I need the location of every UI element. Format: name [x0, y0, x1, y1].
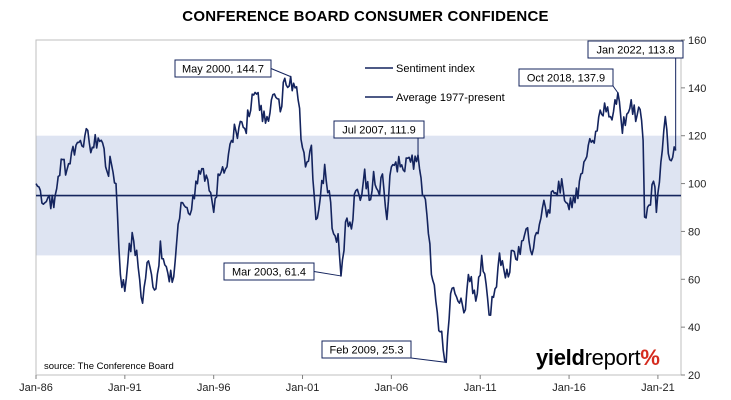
annotation-label: Feb 2009, 25.3	[329, 345, 403, 357]
annotation-label: Mar 2003, 61.4	[232, 267, 306, 279]
x-tick-label: Jan-06	[375, 382, 409, 394]
x-tick-label: Jan-91	[108, 382, 142, 394]
x-tick-label: Jan-11	[464, 382, 497, 394]
y-tick-label: 80	[688, 226, 700, 238]
y-tick-label: 20	[688, 370, 700, 382]
yieldreport-logo: yieldreport%	[536, 345, 660, 371]
annotation-label: Jul 2007, 111.9	[342, 125, 416, 137]
annotation-label: May 2000, 144.7	[182, 64, 264, 76]
legend-label-average: Average 1977-present	[396, 92, 505, 104]
annotation-box	[587, 40, 684, 59]
x-tick-label: Jan-01	[286, 382, 320, 394]
sentiment-series-line	[35, 75, 677, 364]
annotation-box	[174, 59, 272, 78]
x-tick-label: Jan-21	[641, 382, 675, 394]
logo-percent-icon: %	[640, 345, 660, 370]
y-tick-label: 140	[688, 83, 706, 95]
x-tick-label: Jan-96	[197, 382, 231, 394]
logo-text-regular: report	[584, 345, 641, 370]
chart-title: CONFERENCE BOARD CONSUMER CONFIDENCE	[182, 8, 549, 25]
x-tick-label: Jan-86	[19, 382, 53, 394]
annotation-box	[518, 68, 614, 87]
annotation-connector	[313, 271, 342, 277]
annotation-box	[333, 120, 425, 139]
annotation-box	[321, 340, 412, 359]
annotation-connector	[270, 68, 291, 78]
source-note: source: The Conference Board	[44, 361, 174, 372]
annotation-label: Oct 2018, 137.9	[527, 73, 605, 85]
y-tick-label: 160	[688, 35, 706, 47]
plot-frame	[35, 39, 682, 376]
y-tick-label: 60	[688, 274, 700, 286]
annotation-connector	[612, 85, 619, 94]
legend-label-sentiment: Sentiment index	[396, 63, 475, 75]
y-tick-label: 120	[688, 131, 706, 143]
y-tick-label: 40	[688, 322, 700, 334]
annotation-connector	[410, 357, 447, 363]
logo-text-bold: yield	[536, 345, 585, 370]
y-tick-label: 100	[688, 179, 706, 191]
annotation-box	[223, 262, 315, 281]
annotation-label: Jan 2022, 113.8	[596, 45, 674, 57]
x-tick-label: Jan-16	[552, 382, 586, 394]
